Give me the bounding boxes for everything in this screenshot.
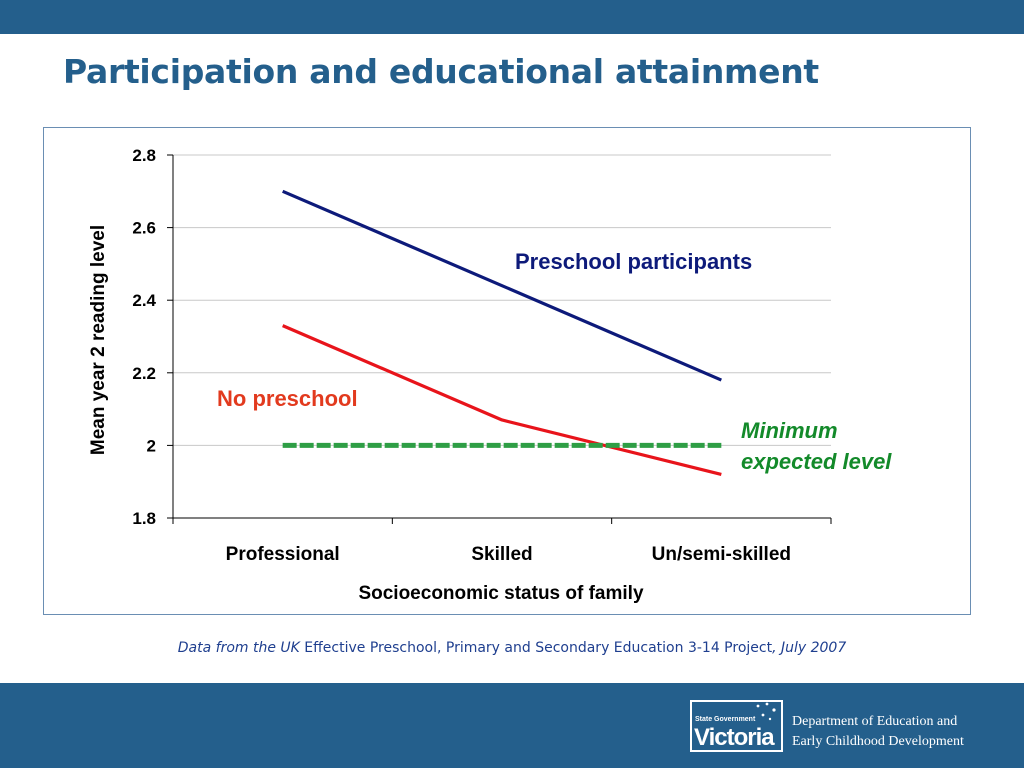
minimum-level-label-line1: Minimum [741, 418, 838, 443]
chart-frame: 2.8 2.6 2.4 2.2 2 1.8 Professional Skilled Un/se… [43, 127, 971, 615]
y-tick-label: 2.6 [132, 219, 156, 238]
source-prefix: Data from the UK [177, 640, 300, 656]
x-tick-label: Professional [226, 544, 340, 565]
slide-title: Participation and educational attainment [63, 52, 819, 91]
southern-cross-icon [756, 702, 776, 721]
y-tick-label: 2.8 [132, 146, 156, 165]
x-axis-title: Socioeconomic status of family [358, 583, 643, 604]
source-note: Data from the UK Effective Preschool, Pr… [0, 640, 1024, 656]
source-suffix: , July 2007 [772, 640, 847, 656]
x-tick-label: Un/semi-skilled [652, 544, 791, 565]
y-tick-label: 1.8 [132, 509, 156, 528]
chart-axes: 2.8 2.6 2.4 2.2 2 1.8 Professional Skilled Un/se… [132, 146, 832, 565]
x-tick-label: Skilled [471, 544, 532, 565]
department-name-line2: Early Childhood Development [792, 734, 964, 749]
victoria-logo: State Government Victoria [690, 700, 783, 752]
minimum-level-label-line2: expected level [741, 449, 892, 474]
preschool-participants-label: Preschool participants [515, 249, 752, 274]
y-axis-title: Mean year 2 reading level [88, 225, 109, 455]
y-tick-label: 2 [147, 436, 156, 455]
source-body: Effective Preschool, Primary and Seconda… [299, 640, 773, 656]
chart-series [282, 189, 722, 476]
logo-state-government: State Government [695, 716, 756, 723]
line-chart: 2.8 2.6 2.4 2.2 2 1.8 Professional Skilled Un/se… [88, 146, 892, 604]
department-name-line1: Department of Education and [792, 714, 958, 729]
y-tick-label: 2.4 [132, 291, 156, 310]
y-tick-label: 2.2 [132, 364, 156, 383]
logo-victoria: Victoria [694, 724, 775, 751]
no-preschool-label: No preschool [217, 386, 358, 411]
bottom-banner [0, 683, 1024, 768]
top-banner [0, 0, 1024, 34]
